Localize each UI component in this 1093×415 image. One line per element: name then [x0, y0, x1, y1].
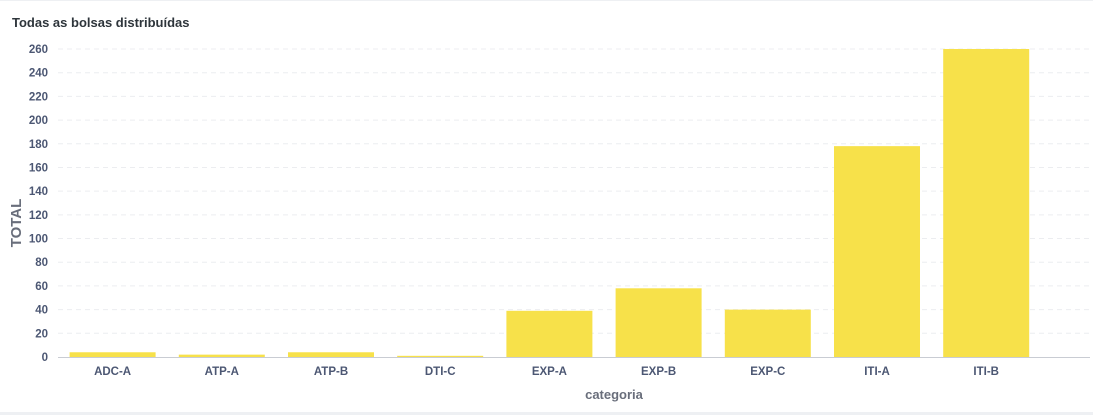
bar-iti-b[interactable]: [943, 49, 1030, 357]
gridlines: [58, 48, 1090, 334]
x-tick-label: ITI-B: [973, 366, 999, 378]
y-tick-label: 20: [35, 328, 48, 340]
chart-title: Todas as bolsas distribuídas: [12, 15, 190, 30]
x-axis-ticks: ADC-A ATP-A ATP-B DTI-C EXP-A EXP-B EXP-C ITI-A…: [94, 366, 999, 378]
y-tick-label: 0: [42, 352, 48, 364]
y-tick-label: 80: [35, 257, 48, 269]
bar-atp-a[interactable]: [178, 354, 265, 357]
bar-exp-c[interactable]: [724, 309, 811, 357]
y-tick-label: 140: [29, 186, 48, 198]
x-axis-label: categoria: [585, 387, 644, 402]
y-axis-ticks: 0 20 40 60 80 100 120 140 160 180 200 220 240 260: [29, 44, 48, 364]
bar-exp-b[interactable]: [615, 288, 702, 357]
y-tick-label: 100: [29, 234, 48, 246]
y-tick-label: 260: [29, 44, 48, 56]
bar-adc-a[interactable]: [69, 352, 156, 357]
x-tick-label: ATP-B: [314, 366, 348, 378]
x-tick-label: EXP-C: [750, 366, 785, 378]
y-axis-label: TOTAL: [8, 199, 25, 248]
y-tick-label: 240: [29, 68, 48, 80]
y-tick-label: 60: [35, 281, 48, 293]
x-tick-label: DTI-C: [425, 366, 456, 378]
bars: [69, 49, 1030, 357]
bar-iti-a[interactable]: [834, 146, 920, 357]
y-tick-label: 120: [29, 210, 48, 222]
bar-dti-c[interactable]: [397, 355, 484, 357]
y-tick-label: 40: [35, 305, 48, 317]
x-tick-label: ITI-A: [864, 366, 890, 378]
x-tick-label: EXP-A: [532, 366, 567, 378]
x-tick-label: ATP-A: [205, 366, 239, 378]
y-tick-label: 180: [29, 139, 48, 151]
y-tick-label: 200: [29, 115, 48, 127]
y-tick-label: 220: [29, 91, 48, 103]
x-tick-label: ADC-A: [94, 366, 131, 378]
y-tick-label: 160: [29, 162, 48, 174]
bar-atp-b[interactable]: [288, 352, 374, 357]
x-tick-label: EXP-B: [641, 366, 676, 378]
bar-exp-a[interactable]: [506, 310, 593, 357]
